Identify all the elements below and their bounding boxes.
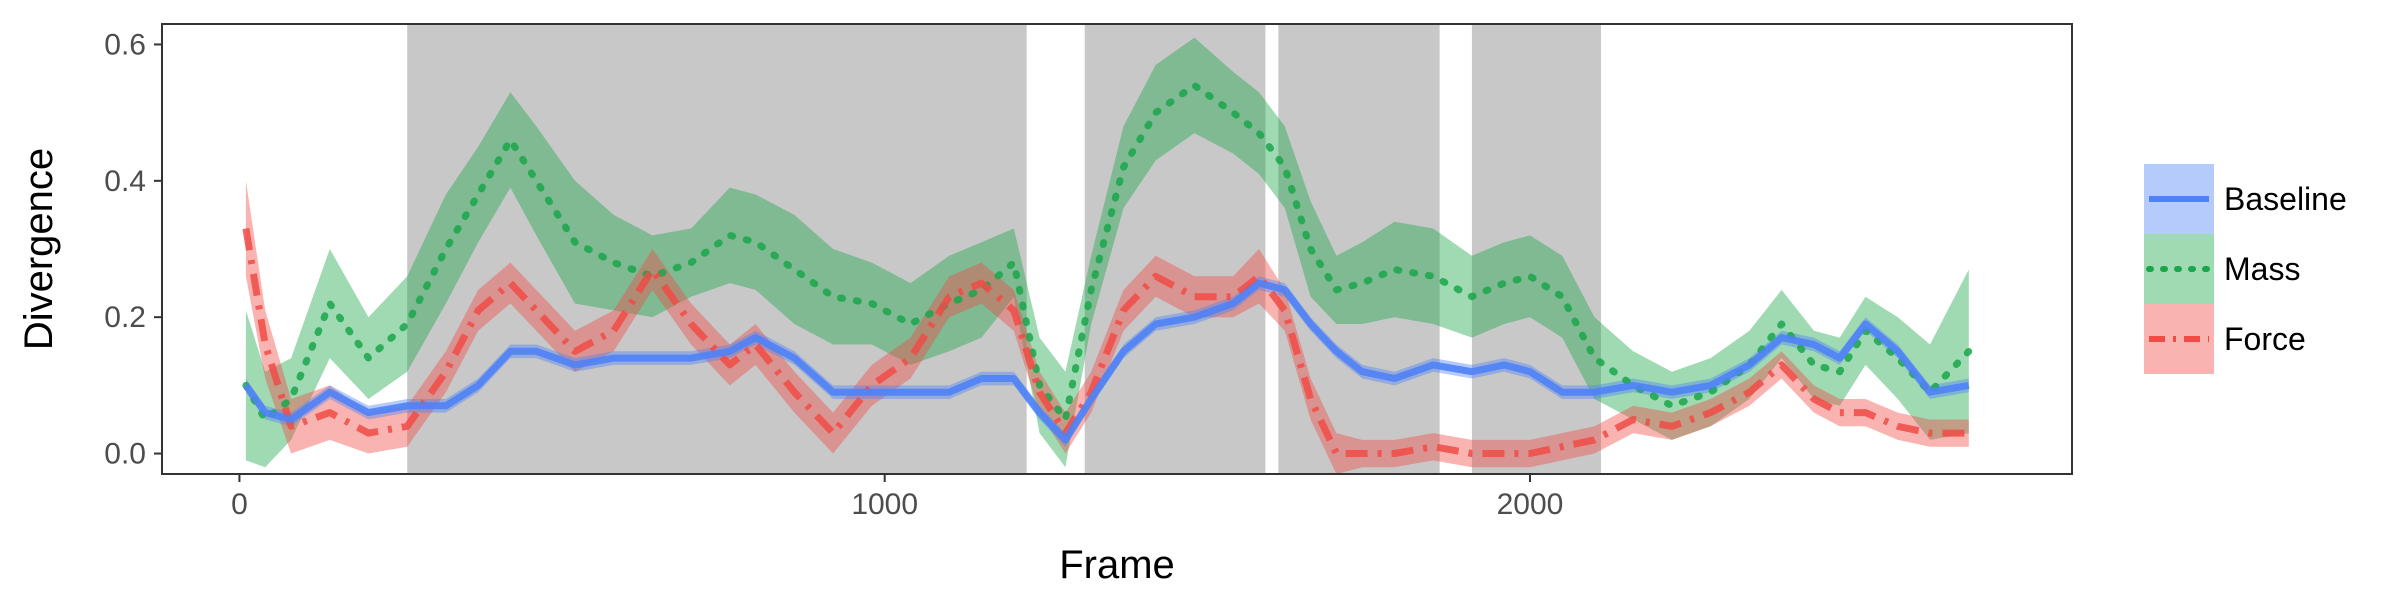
legend: Baseline Mass Force bbox=[2144, 164, 2347, 374]
shaded-region-3 bbox=[1278, 24, 1440, 474]
x-tick-label: 0 bbox=[231, 488, 248, 521]
series-line-mass bbox=[242, 81, 1973, 423]
shaded-region-1 bbox=[407, 24, 1027, 474]
y-axis: 0.0 0.2 0.4 0.6 bbox=[104, 28, 162, 471]
x-tick-label: 2000 bbox=[1497, 488, 1564, 521]
legend-label-force: Force bbox=[2224, 321, 2306, 357]
shaded-region-2 bbox=[1084, 24, 1266, 474]
panel-border bbox=[161, 23, 2073, 475]
ribbon-mass bbox=[245, 37, 1969, 468]
y-tick-label: 0.2 bbox=[104, 301, 146, 334]
series-line-baseline bbox=[243, 279, 1970, 444]
y-tick-label: 0.6 bbox=[104, 28, 146, 61]
plot-panel bbox=[161, 23, 2073, 475]
x-axis-title: Frame bbox=[1059, 543, 1175, 587]
shaded-regions bbox=[407, 24, 1601, 474]
x-axis: 0 1000 2000 bbox=[231, 474, 1563, 521]
series-lines bbox=[242, 81, 1973, 457]
shaded-region-4 bbox=[1471, 24, 1601, 474]
legend-label-baseline: Baseline bbox=[2224, 181, 2347, 217]
legend-label-mass: Mass bbox=[2224, 251, 2300, 287]
y-tick-label: 0.4 bbox=[104, 165, 146, 198]
x-tick-label: 1000 bbox=[851, 488, 918, 521]
y-tick-label: 0.0 bbox=[104, 438, 146, 471]
y-axis-title: Divergence bbox=[17, 148, 61, 350]
ribbon-force bbox=[245, 180, 1969, 475]
series-line-force bbox=[242, 227, 1969, 457]
